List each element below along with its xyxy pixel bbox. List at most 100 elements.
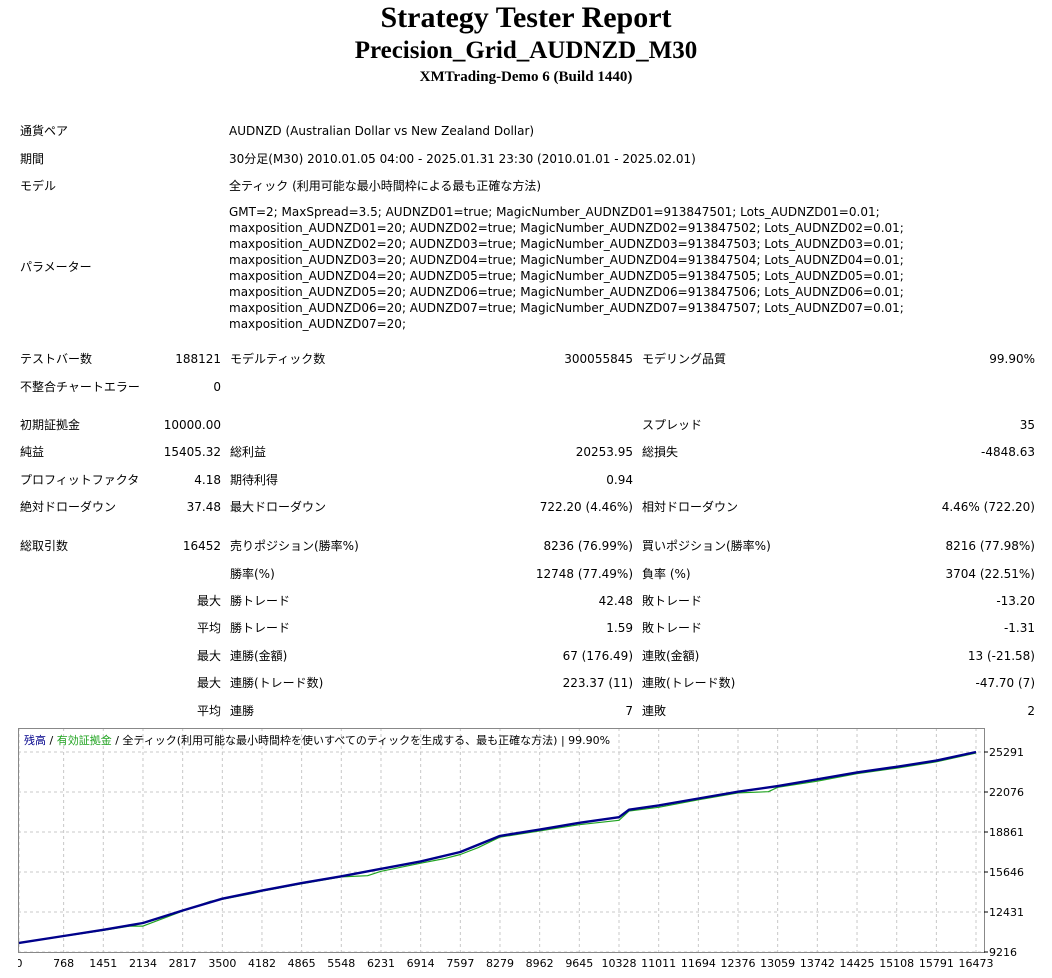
quality-label: モデリング品質: [642, 352, 727, 366]
avg-consec-prefix: 平均: [196, 704, 221, 718]
avg-consec-win-label: 連勝: [230, 704, 255, 718]
params-line: maxposition_AUDNZD02=20; AUDNZD03=true; …: [229, 237, 904, 251]
x-tick-label: 4182: [248, 957, 276, 970]
gross-profit-value: 20253.95: [575, 445, 633, 459]
win-rate-label: 勝率(%): [230, 567, 275, 581]
total-trades-value: 16452: [182, 539, 221, 553]
expected-payoff-label: 期待利得: [230, 473, 279, 487]
rel-drawdown-label: 相対ドローダウン: [642, 500, 739, 514]
y-axis-ticks: 9216 12431 15646 18861 22076 25291: [984, 746, 1024, 959]
consec-loss-amt-label: 連敗(金額): [642, 649, 700, 663]
expected-payoff-value: 0.94: [606, 473, 633, 487]
abs-drawdown-value: 37.48: [186, 500, 221, 514]
x-tick-label: 11011: [641, 957, 676, 970]
model-label: モデル: [20, 179, 57, 193]
chart-grid: [18, 728, 984, 953]
params-line: GMT=2; MaxSpread=3.5; AUDNZD01=true; Mag…: [229, 205, 880, 219]
loss-rate-label: 負率 (%): [642, 567, 691, 581]
period-label: 期間: [20, 152, 45, 166]
x-tick-label: 768: [53, 957, 74, 970]
max-consec-amt-prefix: 最大: [196, 649, 221, 663]
avg-loss-label: 敗トレード: [642, 621, 703, 635]
x-tick-label: 8962: [526, 957, 554, 970]
symbol-label: 通貨ペア: [20, 124, 69, 138]
symbol-value: AUDNZD (Australian Dollar vs New Zealand…: [229, 124, 535, 138]
ticks-value: 300055845: [564, 352, 633, 366]
x-tick-label: 13742: [800, 957, 835, 970]
gross-profit-label: 総利益: [230, 445, 267, 459]
consec-loss-cnt-value: -47.70 (7): [975, 676, 1036, 690]
legend-equity: 有効証拠金: [57, 733, 112, 747]
max-consec-cnt-prefix: 最大: [196, 676, 221, 690]
x-tick-label: 2817: [169, 957, 197, 970]
consec-win-amt-value: 67 (176.49): [562, 649, 633, 663]
gross-loss-label: 総損失: [642, 445, 679, 459]
chart-legend: 残高 / 有効証拠金 / 全ティック(利用可能な最小時間枠を使いすべてのティック…: [24, 733, 610, 747]
legend-separator: /: [112, 734, 123, 747]
period-value: 30分足(M30) 2010.01.05 04:00 - 2025.01.31 …: [229, 152, 696, 166]
largest-prefix: 最大: [196, 594, 221, 608]
legend-model: 全ティック(利用可能な最小時間枠を使いすべてのティックを生成する、最も正確な方法…: [122, 733, 557, 747]
short-positions-label: 売りポジション(勝率%): [230, 539, 359, 553]
bars-label: テストバー数: [20, 352, 93, 366]
gross-loss-value: -4848.63: [981, 445, 1035, 459]
legend-quality: 99.90%: [568, 734, 610, 747]
ticks-label: モデルティック数: [230, 352, 326, 366]
y-tick-label: 9216: [989, 946, 1017, 959]
quality-value: 99.90%: [989, 352, 1035, 366]
params-line: maxposition_AUDNZD07=20;: [229, 317, 406, 331]
deposit-label: 初期証拠金: [20, 418, 81, 432]
largest-loss-value: -13.20: [996, 594, 1035, 608]
abs-drawdown-label: 絶対ドローダウン: [20, 500, 117, 514]
consec-win-cnt-value: 223.37 (11): [562, 676, 633, 690]
avg-win-value: 1.59: [606, 621, 633, 635]
params-line: maxposition_AUDNZD04=20; AUDNZD05=true; …: [229, 269, 904, 283]
long-positions-label: 買いポジション(勝率%): [642, 539, 771, 553]
x-tick-label: 3500: [208, 957, 236, 970]
win-rate-value: 12748 (77.49%): [535, 567, 633, 581]
ea-name: Precision_Grid_AUDNZD_M30: [354, 37, 698, 64]
params-value: GMT=2; MaxSpread=3.5; AUDNZD01=true; Mag…: [229, 204, 1029, 332]
x-tick-label: 7597: [446, 957, 474, 970]
params-line: maxposition_AUDNZD05=20; AUDNZD06=true; …: [229, 285, 904, 299]
x-tick-label: 16473: [959, 957, 994, 970]
report-title: Strategy Tester Report: [380, 1, 672, 34]
bars-value: 188121: [175, 352, 221, 366]
total-trades-label: 総取引数: [20, 539, 69, 553]
x-tick-label: 13059: [760, 957, 795, 970]
legend-separator: |: [557, 734, 568, 747]
consec-loss-amt-value: 13 (-21.58): [967, 649, 1035, 663]
largest-win-value: 42.48: [598, 594, 633, 608]
max-drawdown-value: 722.20 (4.46%): [539, 500, 633, 514]
x-tick-label: 6231: [367, 957, 395, 970]
legend-balance: 残高: [24, 733, 46, 747]
x-tick-label: 9645: [565, 957, 593, 970]
x-axis-ticks: 0 768 1451 2134 2817 3500 4182 4865 5548 6231 6914…: [18, 957, 994, 970]
x-tick-label: 4865: [288, 957, 316, 970]
largest-loss-label: 敗トレード: [642, 594, 703, 608]
x-tick-label: 1451: [89, 957, 117, 970]
balance-line: [18, 750, 977, 945]
consec-win-cnt-label: 連勝(トレード数): [230, 676, 324, 690]
profit-factor-label: プロフィットファクタ: [20, 473, 140, 487]
legend-separator: /: [46, 734, 57, 747]
spread-value: 35: [1019, 418, 1035, 432]
params-line: maxposition_AUDNZD03=20; AUDNZD04=true; …: [229, 253, 904, 267]
model-value: 全ティック (利用可能な最小時間枠による最も正確な方法): [229, 179, 542, 193]
x-tick-label: 10328: [602, 957, 637, 970]
params-line: maxposition_AUDNZD06=20; AUDNZD07=true; …: [229, 301, 904, 315]
avg-loss-value: -1.31: [1003, 621, 1035, 635]
x-tick-label: 6914: [407, 957, 435, 970]
short-positions-value: 8236 (76.99%): [543, 539, 633, 553]
largest-win-label: 勝トレード: [230, 594, 291, 608]
y-tick-label: 25291: [989, 746, 1024, 759]
x-tick-label: 8279: [486, 957, 514, 970]
y-tick-label: 22076: [989, 786, 1024, 799]
avg-consec-win-value: 7: [625, 704, 633, 718]
avg-consec-loss-label: 連敗: [642, 704, 667, 718]
x-tick-label: 0: [18, 957, 23, 970]
net-profit-label: 純益: [20, 445, 45, 459]
x-tick-label: 11694: [681, 957, 716, 970]
deposit-value: 10000.00: [163, 418, 221, 432]
y-tick-label: 18861: [989, 826, 1024, 839]
